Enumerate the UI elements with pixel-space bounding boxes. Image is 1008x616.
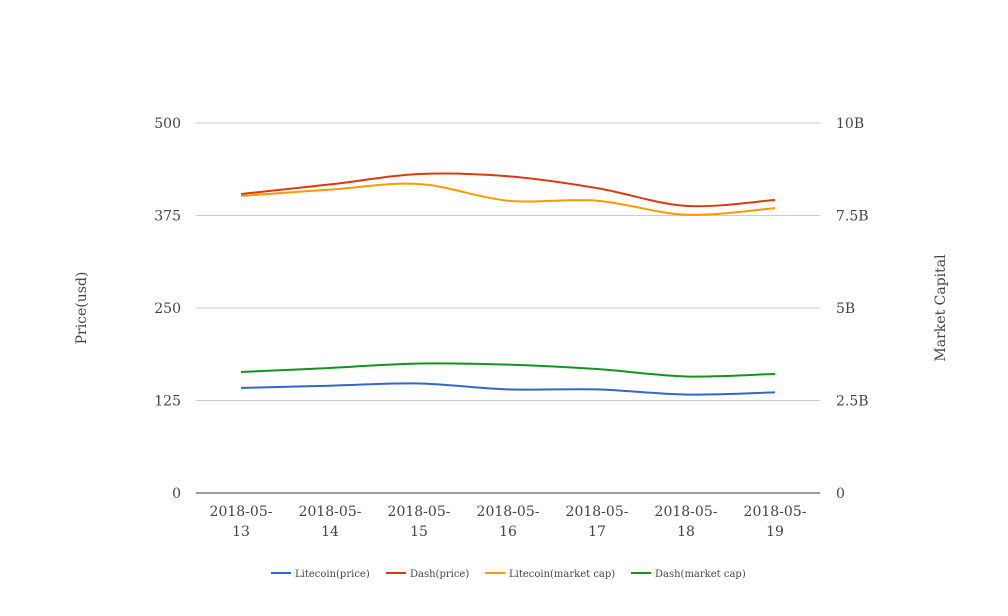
x-tick-label-line: 2018-05-	[210, 504, 273, 520]
left-tick-label: 0	[172, 486, 181, 502]
right-tick-label: 2.5B	[836, 394, 869, 410]
x-axis-ticks: 2018-05- 13 2018-05- 14 2018-05- 15 2018-05- 16…	[210, 504, 807, 540]
x-tick-label: 2018-05- 15	[388, 504, 451, 540]
legend-label: Dash(market cap)	[655, 569, 746, 580]
legend: Litecoin(price) Dash(price) Litecoin(marke…	[271, 569, 746, 580]
left-tick-label: 500	[154, 116, 181, 132]
legend-label: Dash(price)	[410, 569, 469, 580]
legend-label: Litecoin(market cap)	[509, 569, 615, 580]
x-tick-label: 2018-05- 18	[655, 504, 718, 540]
series-line-litecoin-price	[240, 382, 776, 396]
series-line-litecoin-market-cap	[240, 182, 776, 216]
left-tick-label: 375	[154, 209, 181, 225]
x-tick-label: 2018-05- 14	[299, 504, 362, 540]
x-tick-label-line: 2018-05-	[388, 504, 451, 520]
x-tick-label: 2018-05- 17	[566, 504, 629, 540]
x-tick-label-line: 13	[232, 524, 250, 540]
x-tick-label-line: 2018-05-	[566, 504, 629, 520]
gridlines	[196, 122, 820, 494]
x-tick-label-line: 2018-05-	[655, 504, 718, 520]
x-tick-label-line: 2018-05-	[744, 504, 807, 520]
right-tick-label: 0	[836, 486, 845, 502]
left-axis-ticks: 0 125 250 375 500	[154, 116, 181, 502]
x-tick-label-line: 2018-05-	[477, 504, 540, 520]
x-tick-label-line: 18	[677, 524, 695, 540]
series-line-dash-price	[240, 172, 776, 208]
left-axis-title: Price(usd)	[74, 272, 90, 345]
series-lines	[240, 172, 776, 396]
x-tick-label-line: 2018-05-	[299, 504, 362, 520]
right-tick-label: 7.5B	[836, 209, 869, 225]
left-tick-label: 125	[154, 394, 181, 410]
series-line-dash-market-cap	[240, 362, 776, 378]
legend-label: Litecoin(price)	[295, 569, 370, 580]
x-tick-label-line: 14	[321, 524, 339, 540]
x-tick-label-line: 15	[410, 524, 428, 540]
x-tick-label: 2018-05- 13	[210, 504, 273, 540]
x-tick-label-line: 16	[499, 524, 517, 540]
x-tick-label: 2018-05- 19	[744, 504, 807, 540]
right-axis-title: Market Capital	[933, 254, 949, 362]
left-tick-label: 250	[154, 301, 181, 317]
x-tick-label-line: 17	[588, 524, 606, 540]
x-tick-label-line: 19	[766, 524, 784, 540]
x-tick-label: 2018-05- 16	[477, 504, 540, 540]
right-tick-label: 5B	[836, 301, 855, 317]
right-tick-label: 10B	[836, 116, 864, 132]
right-axis-ticks: 0 2.5B 5B 7.5B 10B	[836, 116, 869, 502]
